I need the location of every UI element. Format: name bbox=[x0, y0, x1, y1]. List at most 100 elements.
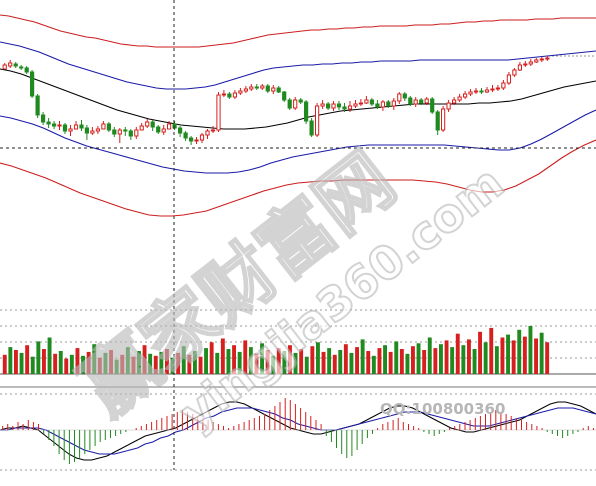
volume-bar bbox=[47, 337, 52, 374]
volume-bar bbox=[478, 331, 482, 374]
candle-body bbox=[353, 103, 358, 107]
watermark-qq: QQ:100800360 bbox=[380, 400, 505, 418]
volume-bar bbox=[153, 355, 158, 374]
volume-bar bbox=[343, 344, 348, 374]
volume-bar bbox=[131, 356, 136, 374]
volume-bar bbox=[226, 349, 231, 374]
volume-bar bbox=[427, 337, 432, 374]
volume-bar bbox=[293, 352, 298, 374]
volume-bar bbox=[42, 349, 46, 374]
volume-bar bbox=[349, 352, 354, 374]
candle-body bbox=[523, 63, 528, 66]
candle-body bbox=[199, 134, 205, 141]
candle-body bbox=[106, 123, 112, 131]
candle-body bbox=[227, 93, 232, 98]
volume-bar bbox=[120, 354, 125, 374]
volume-bar bbox=[187, 354, 192, 374]
candle-body bbox=[419, 99, 424, 104]
candle-body bbox=[254, 86, 259, 89]
upper-inner-band bbox=[0, 41, 596, 90]
candle-body bbox=[375, 103, 380, 108]
candle-body bbox=[52, 123, 57, 127]
candle-body bbox=[73, 124, 79, 130]
candle-body bbox=[402, 93, 407, 99]
candle-body bbox=[457, 96, 462, 101]
volume-bar bbox=[377, 348, 382, 374]
candle-body bbox=[194, 139, 199, 142]
candle-body bbox=[495, 87, 500, 90]
volume-bar bbox=[103, 352, 108, 374]
candle-body bbox=[150, 121, 155, 128]
volume-bar bbox=[125, 347, 130, 374]
volume-bar bbox=[176, 352, 181, 374]
candle-body bbox=[68, 128, 73, 132]
candle-body bbox=[336, 103, 342, 108]
volume-bar bbox=[14, 350, 18, 374]
candle-body bbox=[386, 101, 391, 107]
volume-bar bbox=[137, 351, 141, 374]
macd-dea-line bbox=[0, 407, 596, 455]
volume-bar bbox=[327, 348, 332, 374]
candle-body bbox=[441, 108, 446, 131]
candle-body bbox=[216, 94, 221, 131]
candle-body bbox=[430, 98, 435, 113]
volume-bar bbox=[53, 353, 58, 374]
volume-bar bbox=[321, 351, 326, 374]
volume-bar bbox=[539, 332, 544, 374]
candle-body bbox=[413, 99, 418, 105]
volume-bar bbox=[500, 337, 505, 374]
candle-body bbox=[369, 99, 374, 105]
volume-bar bbox=[299, 349, 304, 374]
volume-bar bbox=[411, 346, 415, 374]
candle-body bbox=[446, 102, 451, 110]
candle-body bbox=[8, 62, 13, 67]
volume-bar bbox=[517, 329, 522, 374]
candle-body bbox=[315, 105, 320, 136]
volume-bar bbox=[388, 351, 393, 374]
volume-bar bbox=[332, 354, 337, 374]
candle-body bbox=[276, 87, 281, 93]
candle-body bbox=[95, 128, 101, 132]
volume-bar bbox=[97, 357, 102, 374]
volume-bar bbox=[534, 338, 538, 374]
volume-bar bbox=[170, 357, 175, 374]
volume-bar bbox=[64, 358, 69, 374]
candle-body bbox=[490, 88, 495, 91]
candle-body bbox=[364, 99, 369, 104]
volume-bar bbox=[81, 355, 85, 374]
volume-bar bbox=[450, 347, 455, 374]
candle-body bbox=[331, 103, 336, 109]
volume-bar bbox=[265, 350, 270, 374]
middle-line bbox=[0, 68, 596, 130]
candle-body bbox=[172, 123, 177, 129]
volume-bar bbox=[304, 356, 309, 374]
candle-body bbox=[205, 130, 210, 136]
volume-bar bbox=[310, 346, 315, 374]
candle-body bbox=[342, 106, 347, 110]
lower-inner-band bbox=[0, 109, 596, 174]
candle-body bbox=[243, 88, 249, 92]
candlesticks bbox=[2, 56, 550, 145]
candle-body bbox=[452, 99, 457, 104]
candle-body bbox=[183, 132, 188, 139]
volume-bar bbox=[405, 353, 410, 374]
candle-body bbox=[484, 89, 490, 93]
candle-body bbox=[271, 87, 276, 92]
volume-bar bbox=[483, 342, 488, 374]
candle-body bbox=[534, 59, 539, 63]
volume-bar bbox=[444, 340, 449, 374]
candle-body bbox=[101, 123, 106, 130]
volume-bar bbox=[260, 343, 264, 374]
candle-body bbox=[178, 127, 183, 134]
candle-body bbox=[380, 101, 385, 108]
volume-bar bbox=[204, 348, 208, 374]
upper-outer-band bbox=[0, 14, 596, 48]
candle-body bbox=[298, 99, 303, 103]
volume-bar bbox=[489, 327, 494, 374]
candle-body bbox=[46, 121, 51, 125]
volume-bar bbox=[243, 340, 248, 374]
candle-body bbox=[282, 91, 287, 101]
volume-bar bbox=[360, 339, 365, 374]
candle-body bbox=[265, 85, 270, 92]
watermark: 赢家财富网 yingjia360.com bbox=[65, 135, 515, 441]
